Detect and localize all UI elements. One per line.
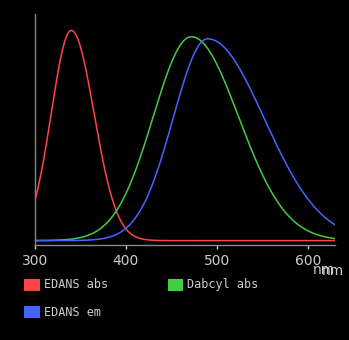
Text: EDANS em: EDANS em xyxy=(44,306,101,319)
Text: EDANS abs: EDANS abs xyxy=(44,278,108,291)
Text: nm: nm xyxy=(313,263,335,277)
Text: Dabcyl abs: Dabcyl abs xyxy=(187,278,258,291)
Text: nm: nm xyxy=(321,264,344,278)
